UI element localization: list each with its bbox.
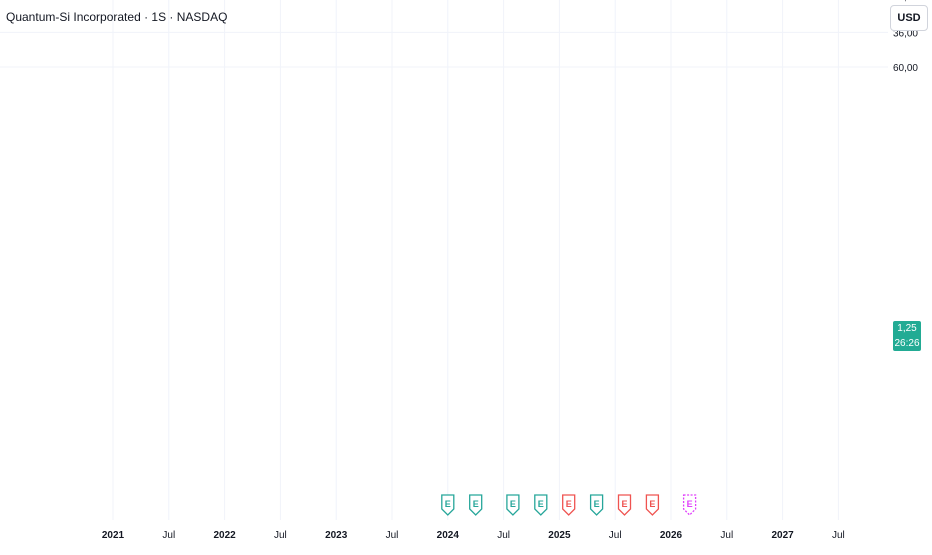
last-price-label: 1,25 <box>897 323 917 334</box>
earnings-label: E <box>510 499 516 509</box>
earnings-badge <box>562 494 576 516</box>
earnings-badge <box>469 494 483 516</box>
x-tick-label: Jul <box>609 530 622 541</box>
chart-title: Quantum-Si Incorporated · 1S · NASDAQ <box>6 10 228 24</box>
x-tick-label: 2022 <box>213 530 236 541</box>
earnings-badge <box>534 494 548 516</box>
x-tick-label: 2026 <box>660 530 683 541</box>
earnings-badge <box>441 494 455 516</box>
x-tick-label: 2021 <box>102 530 125 541</box>
x-tick-label: 2023 <box>325 530 348 541</box>
earnings-marker[interactable]: E <box>682 494 697 516</box>
currency-button[interactable]: USD <box>890 5 928 31</box>
earnings-marker[interactable]: E <box>469 494 483 516</box>
earnings-label: E <box>538 499 544 509</box>
x-tick-label: Jul <box>832 530 845 541</box>
earnings-badge <box>645 494 660 516</box>
last-price-tag: 1,25 26:26 <box>893 321 921 351</box>
y-tick-label: 36,00 <box>893 28 918 39</box>
earnings-label: E <box>687 499 693 509</box>
earnings-badge <box>589 494 604 516</box>
x-tick-label: Jul <box>497 530 510 541</box>
earnings-badge <box>506 494 520 516</box>
earnings-badge <box>682 494 697 516</box>
earnings-label: E <box>473 499 479 509</box>
earnings-marker[interactable]: E <box>562 494 576 516</box>
earnings-badge <box>617 494 632 516</box>
earnings-marker[interactable]: E <box>617 494 632 516</box>
earnings-marker[interactable]: E <box>441 494 455 516</box>
x-tick-label: Jul <box>274 530 287 541</box>
earnings-label: E <box>566 499 572 509</box>
earnings-marker[interactable]: E <box>534 494 548 516</box>
x-tick-label: 2027 <box>771 530 794 541</box>
earnings-marker[interactable]: E <box>506 494 520 516</box>
earnings-label: E <box>621 499 627 509</box>
countdown-label: 26:26 <box>894 338 920 349</box>
earnings-marker[interactable]: E <box>589 494 604 516</box>
x-tick-label: 2025 <box>548 530 571 541</box>
y-tick-label: 60,00 <box>893 63 918 74</box>
earnings-label: E <box>649 499 655 509</box>
earnings-label: E <box>594 499 600 509</box>
earnings-label: E <box>445 499 451 509</box>
x-tick-label: Jul <box>386 530 399 541</box>
x-tick-label: 2024 <box>437 530 460 541</box>
x-tick-label: Jul <box>162 530 175 541</box>
earnings-marker[interactable]: E <box>645 494 660 516</box>
x-tick-label: Jul <box>720 530 733 541</box>
y-tick-label: 21,00 <box>893 0 918 3</box>
